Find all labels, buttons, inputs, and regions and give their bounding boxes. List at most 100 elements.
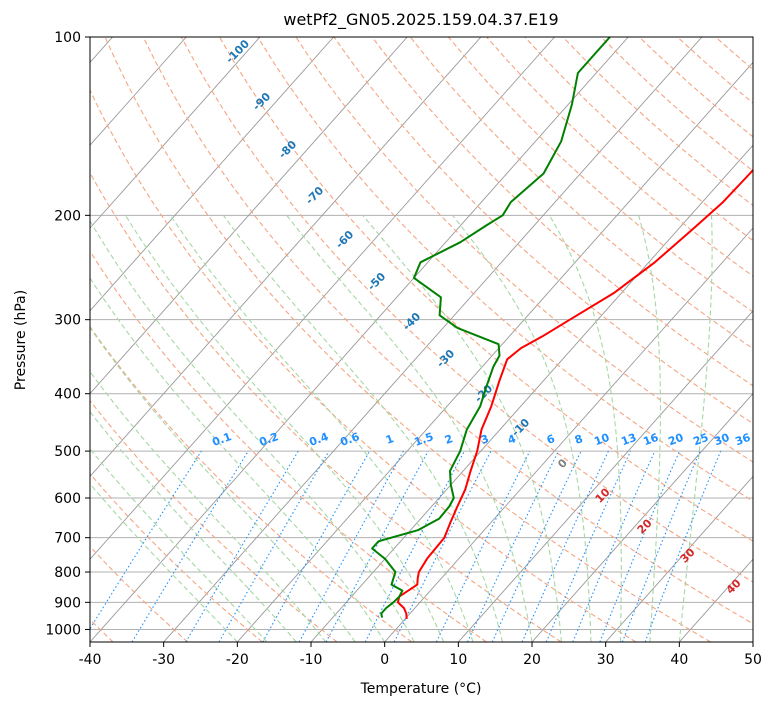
y-axis-ticks: 100 200 300 400 500 600 700 800 900 1000 bbox=[45, 30, 90, 638]
dewpoint-profile bbox=[371, 37, 611, 618]
mixing-ratio-label: 0.4 bbox=[307, 430, 330, 449]
moist-adiabat bbox=[90, 410, 297, 642]
moist-adiabat bbox=[548, 215, 622, 642]
x-axis-title: Temperature (°C) bbox=[360, 681, 482, 697]
moist-adiabat bbox=[125, 215, 445, 642]
mixing-ratio-label: 6 bbox=[545, 432, 557, 447]
isotherm bbox=[90, 37, 408, 395]
mixing-ratio-label: 0.6 bbox=[338, 430, 361, 449]
y-tick-label: 100 bbox=[54, 30, 81, 46]
y-tick-label: 600 bbox=[54, 491, 81, 507]
y-tick-label: 700 bbox=[54, 531, 81, 547]
x-tick-label: -10 bbox=[300, 652, 323, 668]
isotherm bbox=[90, 37, 187, 146]
dry-adiabats bbox=[90, 37, 753, 642]
moist-adiabat bbox=[678, 215, 713, 642]
moist-adiabat bbox=[362, 214, 563, 642]
mixing-ratio-line bbox=[325, 450, 429, 642]
dry-adiabat bbox=[90, 472, 263, 642]
mixing-ratio-line bbox=[621, 450, 701, 642]
mixing-ratio-label: 8 bbox=[573, 432, 585, 447]
y-tick-label: 500 bbox=[54, 444, 81, 460]
moist-adiabat bbox=[90, 370, 327, 642]
mixing-ratio-line bbox=[298, 450, 404, 642]
dry-adiabat bbox=[104, 37, 711, 642]
x-tick-label: -40 bbox=[79, 652, 102, 668]
mixing-ratio-line bbox=[131, 450, 249, 642]
mixing-ratio-label: 16 bbox=[641, 431, 660, 449]
x-tick-label: 40 bbox=[670, 652, 688, 668]
x-tick-label: 30 bbox=[597, 652, 615, 668]
isotherm bbox=[90, 37, 555, 560]
isotherm bbox=[163, 37, 703, 642]
isotherm bbox=[236, 61, 753, 642]
x-tick-label: 50 bbox=[744, 652, 762, 668]
moist-adiabat bbox=[90, 447, 268, 642]
mixing-ratio-label: 1.5 bbox=[412, 430, 435, 449]
y-tick-label: 200 bbox=[54, 208, 81, 224]
moist-adiabat bbox=[222, 214, 504, 642]
x-tick-label: -30 bbox=[152, 652, 175, 668]
mixing-ratio-line bbox=[262, 450, 371, 642]
plot-area: -100-90-80-70-60-50-40-30-20-10010203040… bbox=[90, 37, 753, 642]
isotherm bbox=[90, 37, 482, 478]
profiles bbox=[371, 37, 753, 619]
x-tick-label: -20 bbox=[226, 652, 249, 668]
dry-adiabat bbox=[90, 171, 562, 642]
x-tick-label: 10 bbox=[449, 652, 467, 668]
isotherm bbox=[90, 37, 334, 312]
dry-adiabat bbox=[295, 37, 753, 463]
moist-adiabat bbox=[638, 215, 662, 642]
mixing-ratio-line bbox=[644, 450, 722, 642]
y-tick-label: 900 bbox=[54, 595, 81, 611]
dry-adiabat bbox=[90, 250, 487, 642]
mixing-ratio-label: 1 bbox=[384, 432, 396, 447]
moist-adiabat bbox=[90, 219, 415, 642]
mixing-ratio-line bbox=[435, 450, 531, 642]
isotherm bbox=[384, 227, 753, 642]
moist-adiabats bbox=[90, 214, 713, 642]
moist-adiabat bbox=[90, 326, 356, 642]
mixing-ratio-lines bbox=[90, 450, 722, 642]
temperature-profile bbox=[396, 168, 753, 619]
isotherm bbox=[605, 475, 753, 642]
mixing-ratio-label: 13 bbox=[619, 431, 638, 448]
mixing-ratio-label: 3 bbox=[479, 432, 491, 447]
mixing-ratio-label: 0.1 bbox=[210, 430, 233, 449]
mixing-ratio-line bbox=[521, 450, 609, 642]
mixing-ratio-line bbox=[599, 450, 681, 642]
isotherm bbox=[457, 310, 753, 642]
moist-adiabat bbox=[90, 277, 386, 642]
y-tick-label: 300 bbox=[54, 313, 81, 329]
mixing-ratio-line bbox=[393, 450, 492, 642]
dry-adiabat bbox=[371, 37, 753, 387]
y-tick-label: 800 bbox=[54, 565, 81, 581]
dry-adiabat bbox=[257, 37, 753, 502]
y-tick-label: 400 bbox=[54, 387, 81, 403]
mixing-ratio-line bbox=[572, 450, 656, 642]
mixing-ratio-label: 25 bbox=[691, 431, 710, 448]
isotherm bbox=[90, 37, 261, 229]
x-tick-label: 0 bbox=[380, 652, 389, 668]
chart-title: wetPf2_GN05.2025.159.04.37.E19 bbox=[283, 10, 558, 30]
dry-adiabat bbox=[90, 325, 413, 642]
moist-adiabat bbox=[286, 214, 533, 642]
mixing-ratio-line bbox=[90, 450, 202, 630]
dry-adiabat bbox=[180, 37, 753, 583]
mixing-ratio-label: 36 bbox=[733, 431, 752, 449]
x-axis-ticks: -40 -30 -20 -10 0 10 20 30 40 50 bbox=[79, 642, 762, 668]
moist-adiabat bbox=[90, 482, 238, 642]
mixing-ratio-label: 10 bbox=[592, 431, 611, 449]
x-tick-label: 20 bbox=[523, 652, 541, 668]
y-tick-label: 1000 bbox=[45, 622, 81, 638]
mixing-ratio-label: 30 bbox=[712, 431, 731, 449]
dry-adiabat bbox=[90, 399, 338, 642]
isotherm bbox=[90, 37, 629, 642]
dry-adiabat bbox=[142, 37, 753, 625]
isotherm bbox=[310, 144, 753, 642]
mixing-ratio-line bbox=[545, 450, 632, 642]
y-axis-title: Pressure (hPa) bbox=[13, 290, 29, 390]
mixing-ratio-label: 0.2 bbox=[257, 430, 280, 449]
